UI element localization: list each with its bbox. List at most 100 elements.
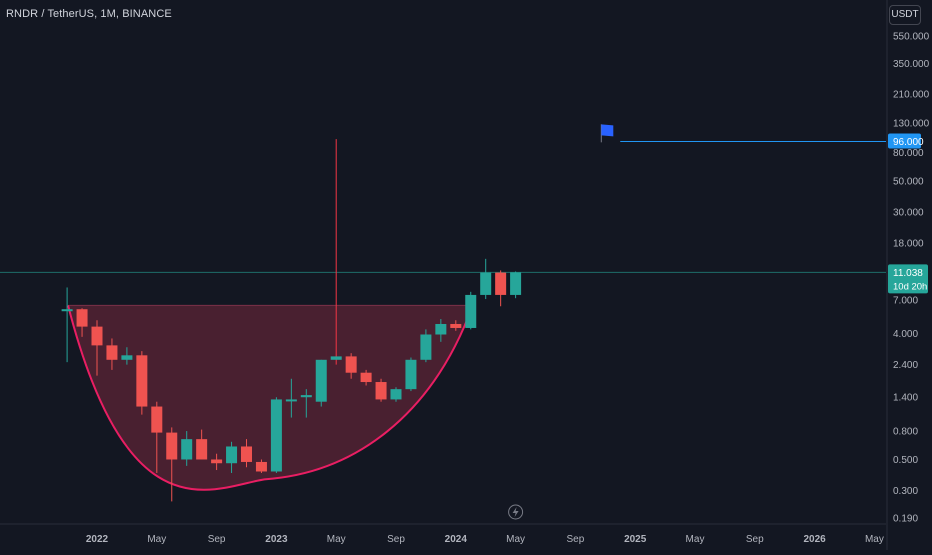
cup-pattern-fill (68, 305, 473, 490)
price-tick-label: 350.000 (893, 59, 930, 70)
candle-2022-06 (166, 427, 178, 502)
candle-2022-03 (121, 347, 133, 365)
candle-2024-03 (480, 258, 492, 300)
candle-body (285, 399, 297, 402)
candle-2024-02 (465, 291, 477, 330)
cup-curve (67, 304, 474, 491)
candle-2023-06 (345, 353, 357, 379)
price-axis: 0.190 0.300 0.500 0.800 1.400 2.400 4.000 7.000… (886, 0, 930, 550)
price-tick-label: 30.000 (893, 207, 924, 218)
candle-body (151, 406, 163, 433)
candle-2022-08 (196, 429, 208, 460)
candle-body (270, 399, 282, 472)
time-tick-label: May (327, 534, 346, 545)
candle-2022-02 (106, 338, 118, 370)
time-tick-label: 2022 (86, 534, 109, 545)
candle-body (330, 356, 342, 360)
candle-2024-01 (450, 320, 462, 331)
lightning-icon (508, 504, 524, 520)
candle-2023-04 (315, 359, 327, 407)
price-tick-label: 130.000 (893, 119, 930, 130)
price-tick-label: 0.190 (893, 514, 918, 525)
candle-2023-03 (300, 389, 312, 418)
candle-2021-12 (76, 308, 88, 337)
candle-body (420, 334, 432, 360)
candle-2023-05 (330, 139, 342, 365)
candle-2021-11 (61, 287, 73, 363)
candle-2022-11 (241, 439, 252, 468)
time-tick-label: May (865, 534, 884, 545)
candle-body (360, 372, 372, 383)
candle-body (91, 326, 103, 346)
target-price-badge (888, 133, 921, 149)
time-tick-label: May (686, 534, 705, 545)
candle-2023-11 (420, 329, 432, 363)
price-tick-label: 0.500 (893, 455, 918, 466)
candle-body (495, 272, 507, 295)
price-tick-label: 210.000 (893, 90, 930, 101)
price-tick-label: 550.000 (893, 32, 930, 43)
candle-2022-12 (255, 459, 267, 473)
candle-body (226, 446, 238, 464)
candle-body (315, 359, 327, 402)
symbol-title: RNDR / TetherUS, 1M, BINANCE (6, 8, 172, 20)
candle-body (345, 356, 357, 373)
bar-countdown-label: 10d 20h (893, 281, 927, 292)
candle-body (106, 345, 118, 360)
price-tick-label: 50.000 (893, 177, 924, 188)
currency-button[interactable]: USDT (889, 5, 921, 25)
price-tick-label: 2.400 (893, 360, 918, 371)
last-price-label: 11.038 (893, 268, 923, 279)
candle-body (510, 272, 522, 295)
candle-body (480, 272, 492, 295)
price-tick-label: 4.000 (893, 329, 918, 340)
candle-2022-05 (151, 401, 163, 473)
time-tick-label: Sep (208, 534, 226, 545)
candle-2023-01 (270, 397, 282, 473)
candle-2022-09 (211, 453, 223, 471)
lightning-glyph (512, 507, 519, 517)
candle-body (405, 359, 417, 390)
time-axis: 2022 May Sep 2023 May Sep 2024 May Sep 2025 May Sep… (0, 523, 886, 545)
candle-2023-08 (375, 378, 387, 402)
candle-body (121, 355, 133, 360)
candle-body (390, 389, 402, 400)
price-tick-label: 0.800 (893, 427, 918, 438)
candle-body (435, 323, 447, 335)
candle-body (241, 446, 252, 462)
candle-2022-10 (226, 441, 238, 473)
candle-body (136, 355, 148, 407)
price-tick-label: 80.000 (893, 148, 924, 159)
candle-body (61, 309, 73, 312)
time-tick-label: Sep (746, 534, 764, 545)
time-tick-label: 2023 (265, 534, 288, 545)
time-tick-label: May (147, 534, 166, 545)
candle-2024-05 (510, 271, 522, 299)
candle-body (375, 382, 387, 400)
time-tick-label: 2024 (445, 534, 468, 545)
time-tick-label: 2026 (803, 534, 826, 545)
candle-body (300, 395, 312, 398)
candle-2022-07 (181, 431, 193, 466)
candle-body (255, 461, 267, 472)
flag-icon (601, 124, 614, 137)
time-tick-label: Sep (567, 534, 585, 545)
candle-2022-01 (91, 320, 103, 376)
price-tick-label: 7.000 (893, 295, 918, 306)
last-price-badge (888, 264, 928, 294)
price-tick-label: 1.400 (893, 393, 918, 404)
candle-body (181, 439, 193, 460)
candle-body (465, 294, 477, 328)
candle-2023-12 (435, 319, 447, 342)
candle-2022-04 (136, 351, 148, 415)
time-tick-label: Sep (387, 534, 405, 545)
candle-body (450, 323, 462, 328)
candle-2023-10 (405, 357, 417, 392)
candle-body (211, 459, 223, 464)
candle-body (196, 439, 208, 460)
time-tick-label: May (506, 534, 525, 545)
time-tick-label: 2025 (624, 534, 647, 545)
candle-2024-04 (495, 270, 507, 307)
